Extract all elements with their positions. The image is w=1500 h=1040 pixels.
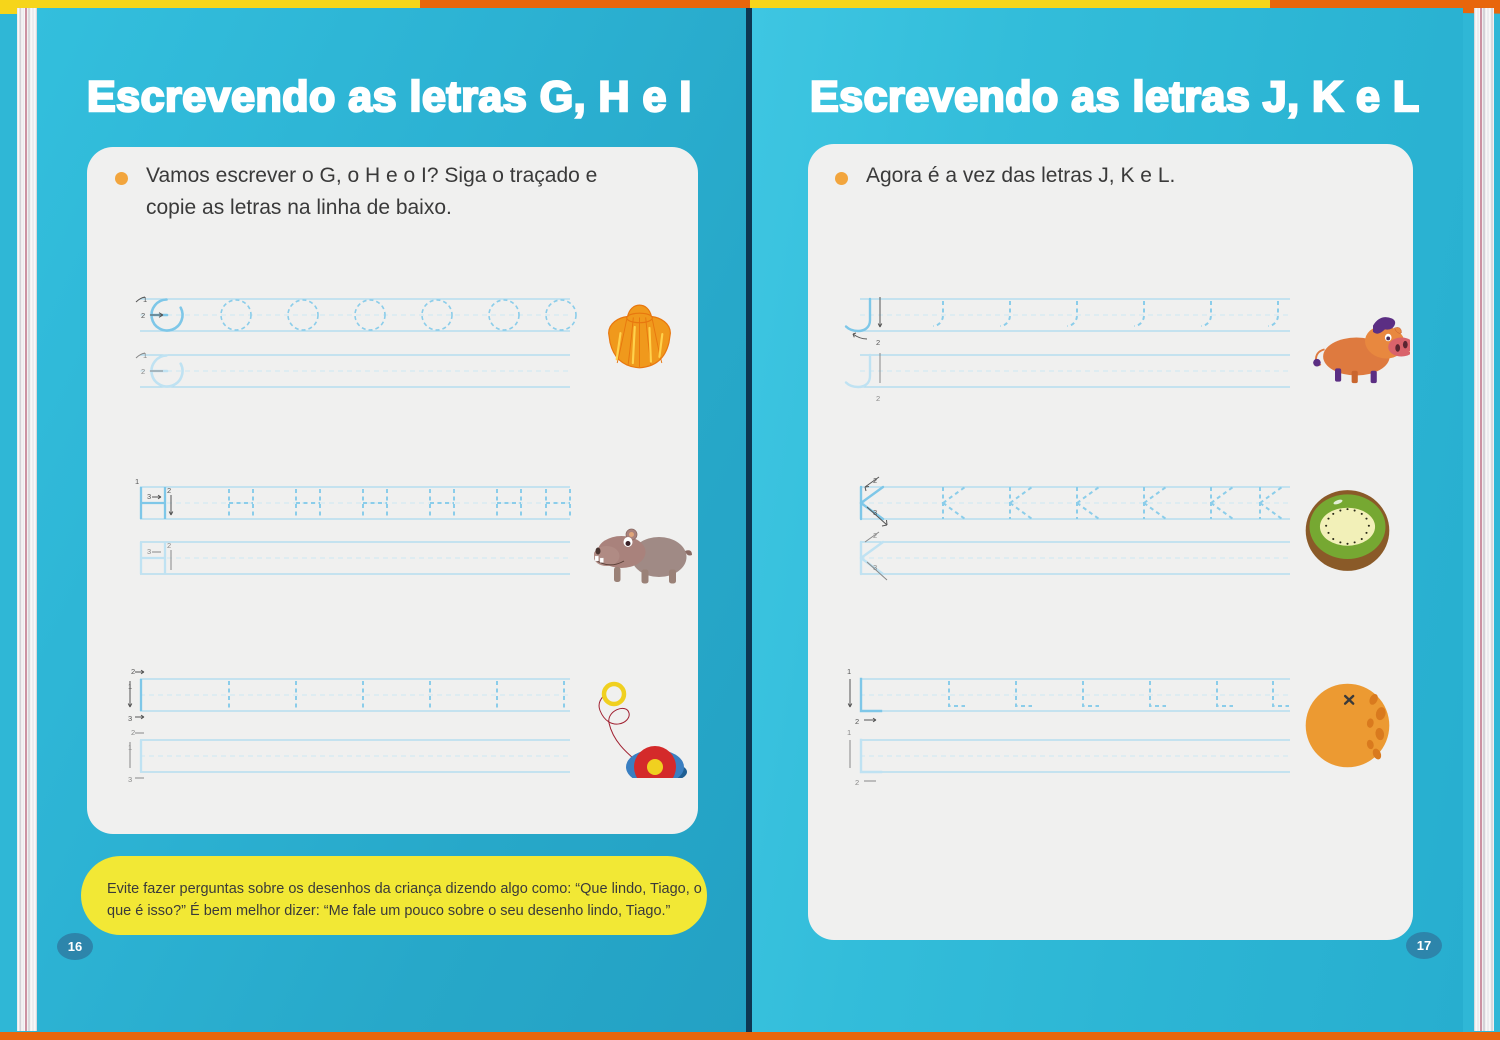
svg-text:2: 2: [167, 541, 171, 550]
svg-text:2: 2: [876, 338, 880, 347]
svg-text:1: 1: [135, 477, 139, 486]
svg-text:2: 2: [855, 717, 859, 726]
svg-text:2: 2: [167, 486, 171, 495]
svg-text:1: 1: [143, 295, 147, 304]
svg-text:3: 3: [128, 714, 132, 723]
svg-text:2: 2: [141, 367, 145, 376]
svg-text:3: 3: [147, 492, 151, 501]
svg-text:2: 2: [131, 667, 135, 676]
svg-text:2: 2: [876, 394, 880, 403]
svg-text:2: 2: [141, 311, 145, 320]
svg-text:1: 1: [847, 728, 851, 737]
svg-text:1: 1: [847, 667, 851, 676]
svg-text:2: 2: [131, 728, 135, 737]
svg-text:3: 3: [147, 547, 151, 556]
svg-text:2: 2: [855, 778, 859, 787]
svg-text:1: 1: [143, 351, 147, 360]
svg-text:3: 3: [128, 775, 132, 784]
